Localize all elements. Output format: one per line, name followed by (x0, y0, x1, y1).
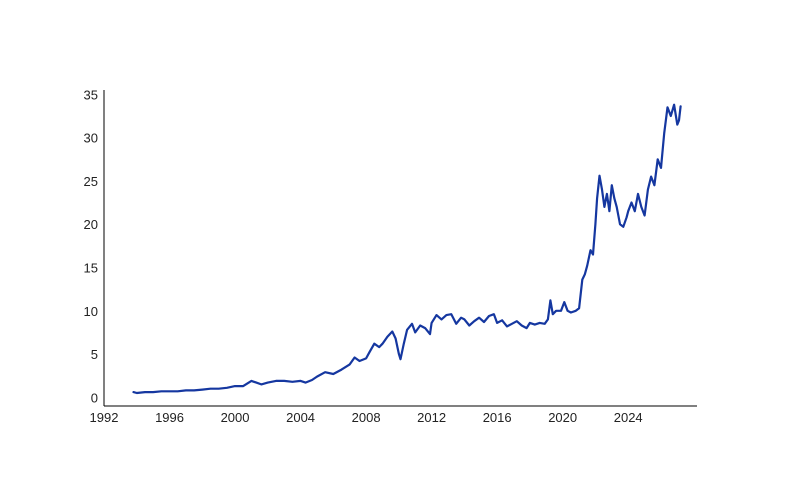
series-line (132, 103, 682, 395)
y-tick-label: 35 (84, 87, 98, 102)
x-tick-label: 2004 (286, 410, 315, 425)
x-tick-label: 2012 (417, 410, 446, 425)
x-tick-labels: 1992 1996 2000 2004 2008 2012 2016 2020 2024 (90, 410, 643, 425)
x-tick-label: 2024 (614, 410, 643, 425)
axes (103, 90, 697, 407)
y-tick-label: 5 (91, 347, 98, 362)
x-tick-label: 2008 (352, 410, 381, 425)
y-tick-label: 30 (84, 131, 98, 146)
y-tick-label: 20 (84, 217, 98, 232)
y-tick-label: 10 (84, 304, 98, 319)
series-group (132, 103, 682, 395)
y-tick-label: 15 (84, 260, 98, 275)
y-tick-labels: 0 5 10 15 20 25 30 35 (84, 87, 98, 405)
x-tick-label: 1996 (155, 410, 184, 425)
x-tick-label: 1992 (90, 410, 119, 425)
x-tick-label: 2000 (221, 410, 250, 425)
x-tick-label: 2020 (548, 410, 577, 425)
x-tick-label: 2016 (483, 410, 512, 425)
y-tick-label: 0 (91, 390, 98, 405)
y-tick-label: 25 (84, 174, 98, 189)
